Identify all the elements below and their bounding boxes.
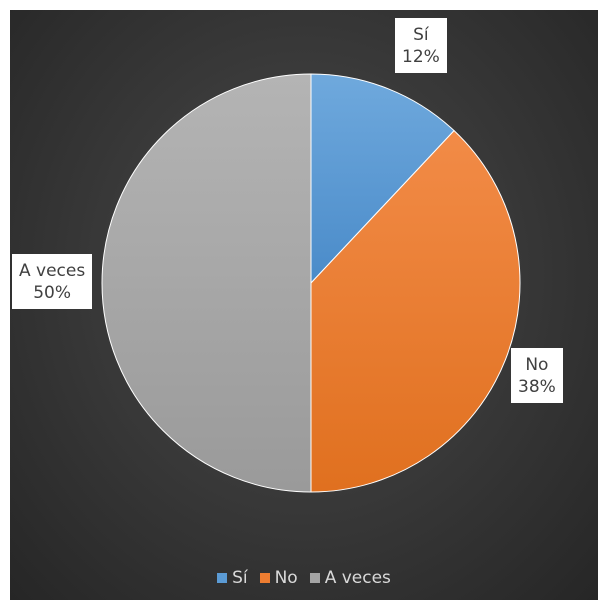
pie-slice-a-veces[interactable] xyxy=(101,73,312,493)
data-label-no-value: 38% xyxy=(518,377,556,397)
data-label-a-veces-value: 50% xyxy=(33,283,71,303)
legend-swatch-a-veces xyxy=(309,573,320,583)
legend-label-no: No xyxy=(274,568,298,588)
legend-label-a-veces: A veces xyxy=(324,568,391,588)
pie-slice-no[interactable] xyxy=(310,129,521,493)
pie-slice-si[interactable] xyxy=(310,73,455,285)
legend-swatch-si xyxy=(217,573,228,583)
data-label-a-veces-category: A veces xyxy=(19,261,86,281)
data-label-si-category: Sí xyxy=(413,25,429,45)
pie-chart xyxy=(101,73,521,493)
legend-item-no[interactable]: No xyxy=(259,568,298,588)
legend-item-si[interactable]: Sí xyxy=(217,568,248,588)
data-label-a-veces: A veces 50% xyxy=(12,254,93,309)
data-label-si-value: 12% xyxy=(402,47,440,67)
data-label-si: Sí 12% xyxy=(395,18,447,73)
data-label-no: No 38% xyxy=(511,348,563,403)
legend-swatch-no xyxy=(259,573,270,583)
chart-area: Sí 12% No 38% A veces 50% Sí No A veces xyxy=(10,10,598,600)
legend-item-a-veces[interactable]: A veces xyxy=(309,568,391,588)
data-label-no-category: No xyxy=(525,355,549,375)
legend-label-si: Sí xyxy=(232,568,248,588)
legend: Sí No A veces xyxy=(10,565,598,591)
